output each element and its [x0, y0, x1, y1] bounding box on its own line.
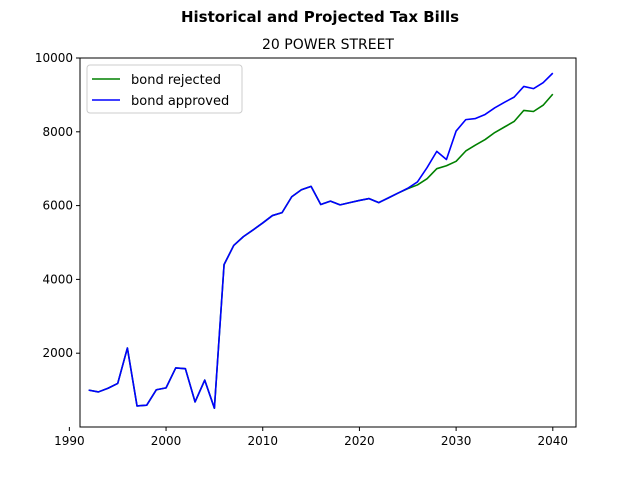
y-tick-label: 10000	[35, 51, 73, 65]
legend-box	[86, 64, 243, 114]
x-tick-label: 2010	[247, 434, 278, 448]
x-axis: 1990 2000 2010 2020 2030 2040	[54, 427, 568, 448]
x-tick-label: 2030	[441, 434, 472, 448]
y-tick-label: 2000	[42, 346, 73, 360]
x-tick-label: 2020	[344, 434, 375, 448]
series-line-1	[88, 93, 554, 409]
y-tick-label: 4000	[42, 272, 73, 286]
y-axis: 2000 4000 6000 8000 10000	[35, 51, 80, 360]
legend-label-2: bond approved	[131, 94, 229, 109]
y-tick-label: 6000	[42, 199, 73, 213]
chart-title: 20 POWER STREET	[262, 37, 394, 53]
series-line-2	[88, 72, 554, 409]
x-tick-label: 1990	[54, 434, 85, 448]
x-tick-label: 2040	[538, 434, 569, 448]
legend: bond rejected bond approved	[86, 64, 243, 114]
x-tick-label: 2000	[151, 434, 182, 448]
legend-label-1: bond rejected	[131, 73, 221, 88]
y-tick-label: 8000	[42, 125, 73, 139]
series-lines	[88, 72, 554, 409]
plot-frame	[79, 57, 577, 428]
chart-suptitle: Historical and Projected Tax Bills	[181, 8, 459, 26]
